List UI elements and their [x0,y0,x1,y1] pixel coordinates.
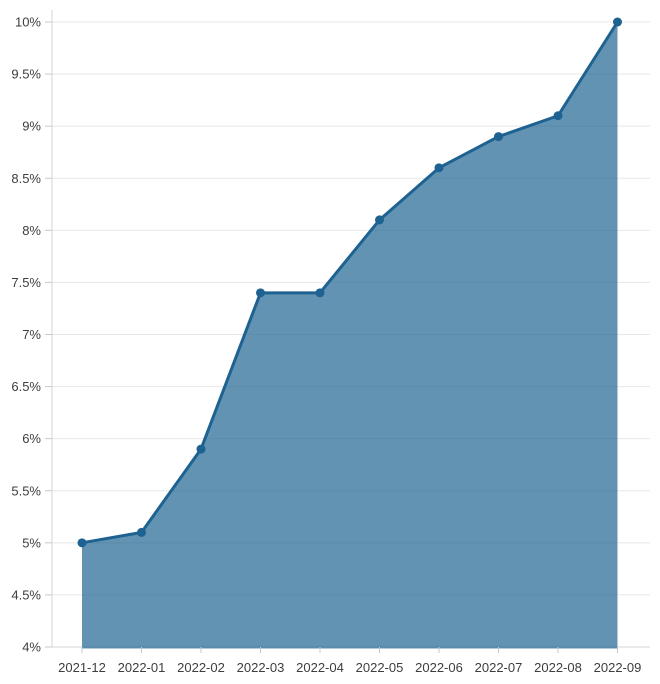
x-tick-label: 2022-09 [594,660,642,675]
x-tick-label: 2021-12 [58,660,106,675]
data-point-marker[interactable] [77,538,87,548]
y-tick-label: 9.5% [11,67,41,82]
y-axis-labels: 4% 4.5% 5% 5.5% 6% 6.5% 7% 7.5% 8% 8.5% 9% 9.5% 10% [11,15,41,655]
y-tick-label: 8% [22,223,41,238]
x-tick-label: 2022-06 [415,660,463,675]
x-axis-labels: 2021-12 2022-01 2022-02 2022-03 2022-04 2022-… [58,660,641,675]
x-tick-label: 2022-02 [177,660,225,675]
data-point-marker[interactable] [613,17,622,27]
x-tick-label: 2022-01 [118,660,166,675]
y-tick-label: 5% [22,535,41,550]
data-point-marker[interactable] [434,163,444,173]
data-point-marker[interactable] [196,444,206,454]
x-tick-label: 2022-08 [534,660,582,675]
x-tick-label: 2022-03 [237,660,285,675]
data-point-marker[interactable] [494,132,503,142]
y-tick-label: 9% [22,119,41,134]
data-point-marker[interactable] [553,111,563,121]
y-tick-label: 7.5% [11,275,41,290]
area-fill [82,22,618,649]
y-tick-label: 6.5% [11,379,41,394]
x-tick-label: 2022-07 [475,660,523,675]
data-point-marker[interactable] [137,527,146,537]
y-tick-label: 6% [22,431,41,446]
data-point-marker[interactable] [315,288,325,298]
y-tick-label: 10% [15,15,41,30]
x-tick-label: 2022-04 [296,660,344,675]
x-tick-label: 2022-05 [356,660,404,675]
y-tick-label: 4% [22,640,41,655]
data-point-marker[interactable] [256,288,265,298]
data-points [77,17,622,548]
y-tick-label: 4.5% [11,587,41,602]
data-point-marker[interactable] [375,215,384,225]
trend-line [80,20,619,545]
axis-tick-marks [45,21,618,653]
y-tick-label: 8.5% [11,171,41,186]
y-tick-label: 7% [22,327,41,342]
y-tick-label: 5.5% [11,483,41,498]
